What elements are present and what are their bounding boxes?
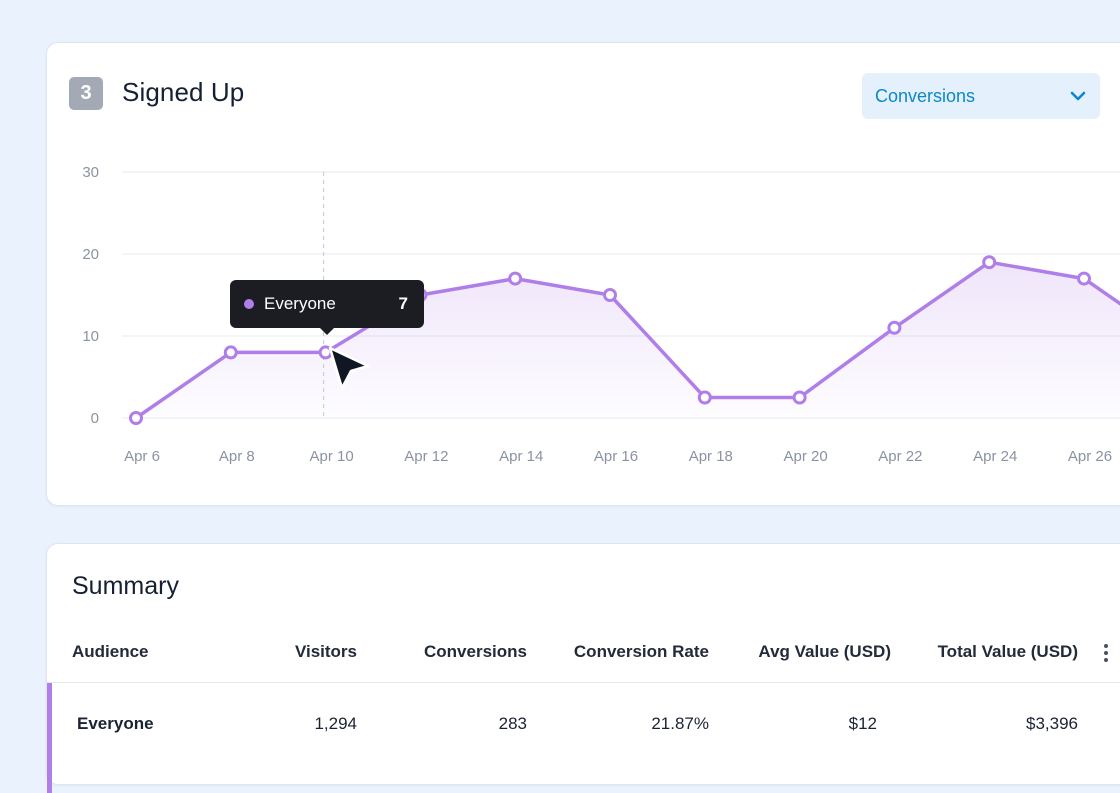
series-area bbox=[136, 262, 1120, 418]
mouse-pointer-icon bbox=[328, 346, 370, 390]
cell-visitors: 1,294 bbox=[314, 714, 357, 733]
data-point[interactable] bbox=[887, 320, 902, 335]
x-tick-label: Apr 26 bbox=[1068, 448, 1112, 465]
y-tick-label: 10 bbox=[82, 328, 99, 345]
summary-card: Summary Audience Visitors Conversions Co… bbox=[46, 543, 1120, 793]
x-tick-label: Apr 16 bbox=[594, 448, 638, 465]
x-tick-label: Apr 6 bbox=[124, 448, 160, 465]
row-accent-bar bbox=[47, 683, 52, 793]
x-tick-label: Apr 22 bbox=[878, 448, 922, 465]
column-header-total-value[interactable]: Total Value (USD) bbox=[937, 642, 1078, 661]
x-tick-label: Apr 20 bbox=[783, 448, 827, 465]
metric-dropdown[interactable]: Conversions bbox=[862, 73, 1100, 119]
data-point[interactable] bbox=[982, 255, 997, 270]
data-point[interactable] bbox=[1077, 271, 1091, 286]
x-tick-label: Apr 14 bbox=[499, 448, 543, 465]
y-tick-label: 30 bbox=[82, 164, 99, 181]
line-chart: 0 10 20 30 Apr 6 Apr 8 Apr 10 Apr 12 Apr 14 Apr … bbox=[82, 164, 1120, 465]
tooltip-series-name: Everyone bbox=[264, 294, 336, 313]
column-header-visitors[interactable]: Visitors bbox=[294, 642, 357, 661]
data-point[interactable] bbox=[603, 288, 617, 302]
step-number-badge: 3 bbox=[69, 77, 103, 110]
column-header-audience[interactable]: Audience bbox=[72, 642, 149, 661]
column-header-conversions[interactable]: Conversions bbox=[424, 642, 527, 661]
kebab-menu-icon[interactable] bbox=[1101, 642, 1111, 664]
signed-up-chart-card: 3 Signed Up Conversions 0 10 20 30 Apr 6 Apr… bbox=[46, 42, 1120, 506]
data-point[interactable] bbox=[223, 345, 238, 360]
x-tick-label: Apr 12 bbox=[404, 448, 448, 465]
series-color-dot bbox=[244, 299, 254, 309]
column-header-conversion-rate[interactable]: Conversion Rate bbox=[573, 642, 709, 661]
series-line-everyone bbox=[134, 260, 1120, 420]
y-tick-label: 20 bbox=[82, 246, 99, 263]
cell-audience: Everyone bbox=[77, 714, 154, 733]
data-point[interactable] bbox=[129, 411, 143, 425]
x-tick-label: Apr 24 bbox=[973, 448, 1017, 465]
cell-conversions: 283 bbox=[498, 714, 527, 733]
header-divider bbox=[47, 682, 1120, 683]
column-header-avg-value[interactable]: Avg Value (USD) bbox=[758, 642, 891, 661]
summary-title: Summary bbox=[72, 572, 179, 600]
metric-dropdown-value: Conversions bbox=[875, 86, 976, 106]
x-tick-label: Apr 8 bbox=[219, 448, 255, 465]
chart-tooltip: Everyone 7 bbox=[230, 280, 424, 335]
data-point[interactable] bbox=[697, 390, 712, 405]
cell-total-value: $3,396 bbox=[1026, 714, 1078, 733]
data-point[interactable] bbox=[508, 271, 523, 286]
cell-conversion-rate: 21.87% bbox=[651, 714, 709, 733]
x-tick-label: Apr 18 bbox=[689, 448, 733, 465]
cell-avg-value: $12 bbox=[848, 714, 877, 733]
card-title: Signed Up bbox=[122, 77, 245, 107]
chevron-down-icon bbox=[1070, 91, 1086, 101]
tooltip-value: 7 bbox=[398, 294, 408, 313]
y-tick-label: 0 bbox=[91, 410, 99, 427]
data-point[interactable] bbox=[792, 390, 807, 405]
x-tick-label: Apr 10 bbox=[309, 448, 353, 465]
